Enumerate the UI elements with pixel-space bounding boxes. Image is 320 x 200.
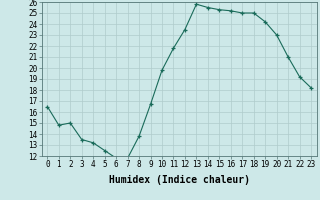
X-axis label: Humidex (Indice chaleur): Humidex (Indice chaleur) [109,175,250,185]
